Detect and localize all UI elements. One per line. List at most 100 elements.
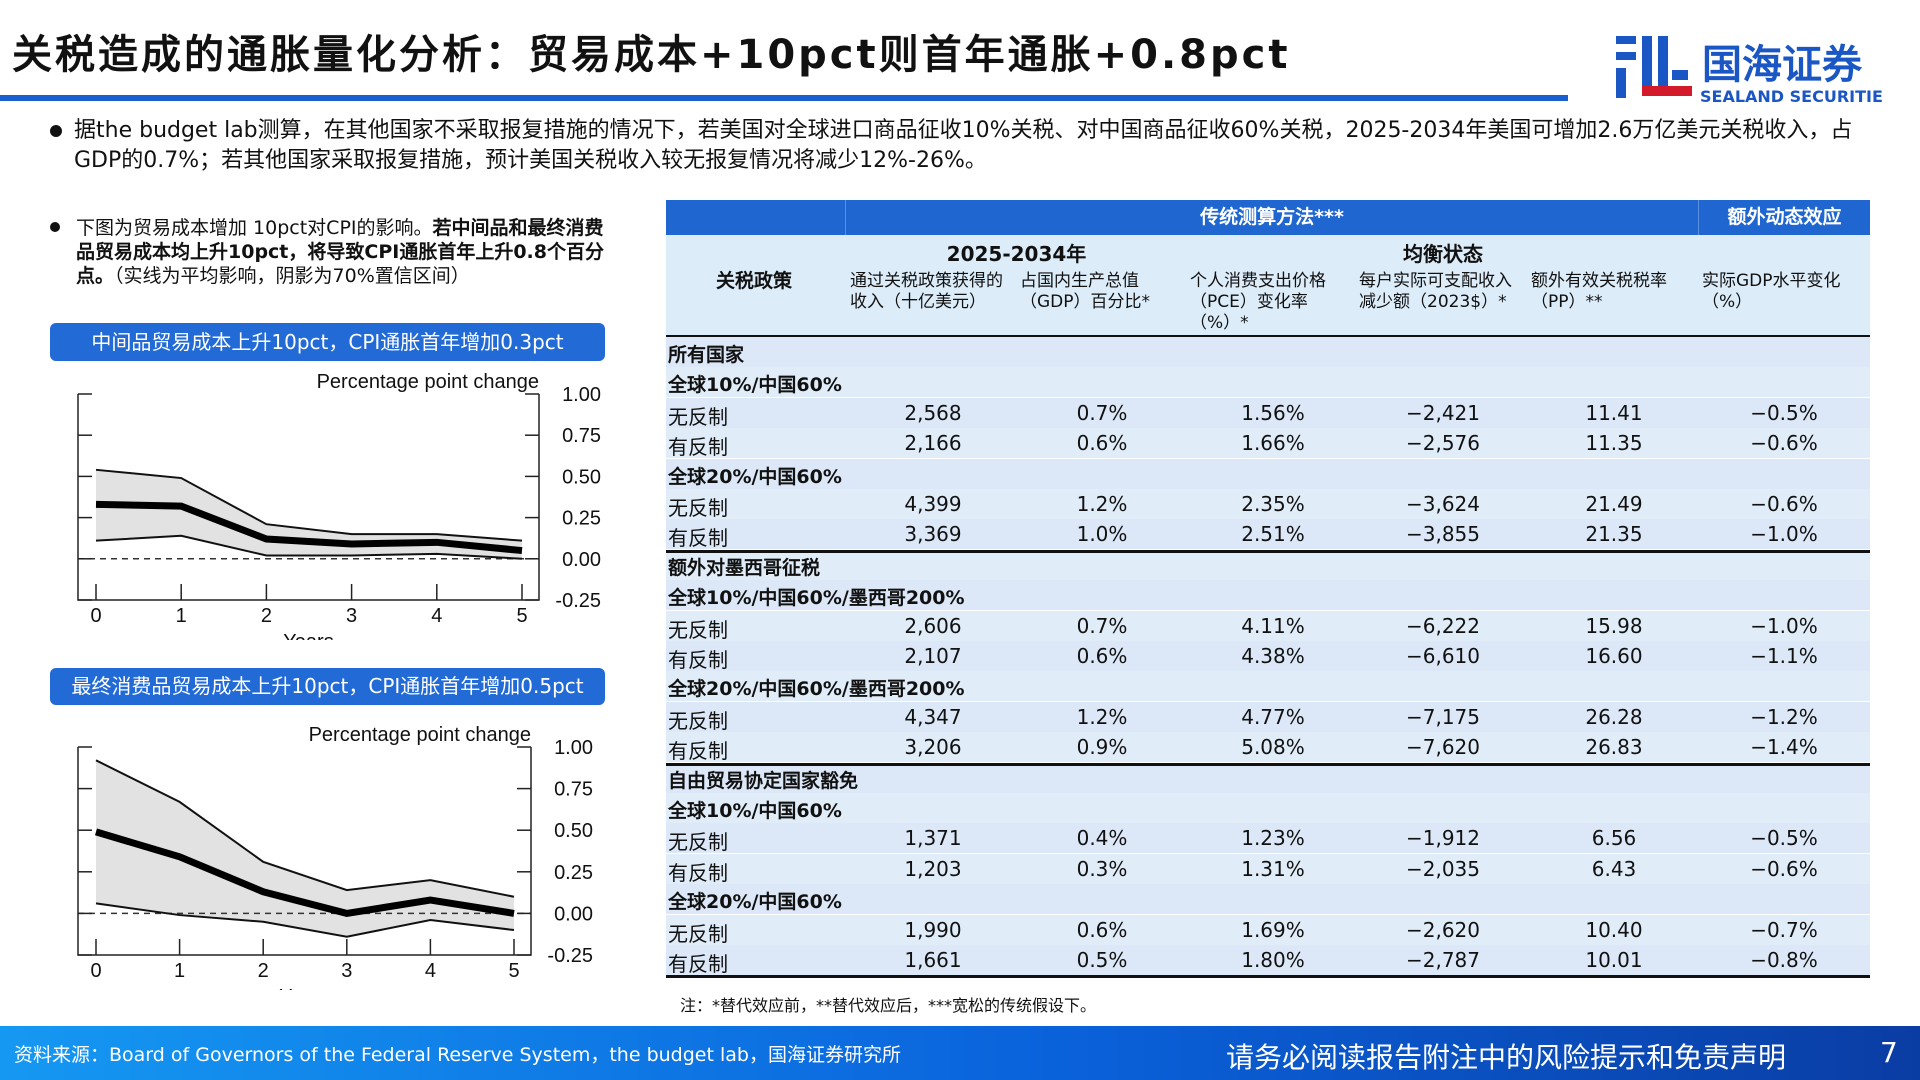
cell-value: 15.98 [1585,613,1643,638]
table-bottom-border [666,975,1870,978]
cell-value: 1,203 [904,856,962,881]
row-label: 有反制 [668,648,728,672]
x-tick-label: 4 [425,960,436,982]
cell-value: −6,222 [1405,613,1480,638]
cell-value: 6.43 [1591,856,1637,881]
company-logo: 国海证券 SEALAND SECURITIES [1612,30,1894,110]
table-group-row: 全球20%/中国60% [666,884,1870,915]
y-tick-label: -0.25 [555,590,601,612]
cell-value: −2,421 [1405,400,1480,425]
cell-value: 1.69% [1241,917,1305,942]
header-dynamic-effect: 额外动态效应 [1698,200,1870,235]
chart-final-consumer-goods: 1.00 0.75 0.50 0.25 0.00 -0.25 0 1 2 3 4 5 Percentag… [77,724,593,990]
cell-value: 6.56 [1591,826,1637,851]
cell-value: 2.51% [1241,522,1305,547]
cell-value: 1,990 [904,917,962,942]
logo-text-en: SEALAND SECURITIES [1700,87,1882,106]
lower-bound-line [95,534,523,560]
table-row: 无反制 1,371 0.4% 1.23% −1,912 6.56 −0.5% [666,823,1870,854]
cell-value: −7,175 [1405,704,1480,729]
table-group-row: 全球20%/中国60%/墨西哥200% [666,671,1870,702]
cell-value: 1.56% [1241,400,1305,425]
cell-value: 1.2% [1076,704,1128,729]
row-label: 额外对墨西哥征税 [668,556,821,579]
cell-value: 5.08% [1241,735,1305,760]
row-label: 有反制 [668,952,728,976]
row-label: 全球10%/中国60% [668,374,842,397]
x-tick-label: 3 [346,605,357,627]
cell-value: 1.0% [1076,522,1128,547]
x-tick-label: 5 [516,605,527,627]
section-divider [666,763,1870,766]
cell-value: 0.3% [1076,856,1128,881]
x-tick-label: 4 [431,605,442,627]
row-label: 全球10%/中国60%/墨西哥200% [668,587,965,610]
y-tick-label: 1.00 [554,737,593,759]
row-label: 无反制 [668,496,728,520]
table-row: 无反制 1,990 0.6% 1.69% −2,620 10.40 −0.7% [666,914,1870,946]
cell-value: 1.80% [1241,948,1305,972]
y-tick-label: 0.75 [554,779,593,801]
cell-value: 1.66% [1241,431,1305,456]
cell-value: 4.77% [1241,704,1305,729]
x-tick-label: 0 [90,960,101,982]
header-divider [666,335,1870,337]
lower-bound-line [95,902,515,938]
table-note: 注：*替代效应前，**替代效应后，***宽松的传统假设下。 [680,996,1097,1015]
cell-value: 0.4% [1076,826,1128,851]
x-tick-label: 3 [341,960,352,982]
cell-value: 10.40 [1585,917,1643,942]
x-axis-label: Years [283,631,333,640]
cell-value: 11.41 [1585,400,1643,425]
column-header: 占国内生产总值 （GDP）百分比* [1020,271,1151,312]
row-label: 有反制 [668,739,728,764]
summary-text: 据the budget lab测算，在其他国家不采取报复措施的情况下，若美国对全… [74,118,1853,173]
cell-value: −1.4% [1750,735,1818,760]
cell-value: −1.0% [1750,613,1818,638]
cell-value: 4,347 [904,704,962,729]
page-number: 7 [1880,1036,1898,1069]
cell-value: 1,371 [904,826,962,851]
cell-value: −2,576 [1405,431,1480,456]
cell-value: 21.35 [1585,522,1643,547]
title-divider [0,95,1568,101]
subheader-equilibrium: 均衡状态 [1403,242,1483,266]
column-header: 个人消费支出价格 （PCE）变化率 （%）* [1190,271,1326,333]
cell-value: 1.31% [1241,856,1305,881]
cell-value: 4.38% [1241,644,1305,668]
table-group-row: 所有国家 [666,337,1870,367]
page-title: 关税造成的通胀量化分析：贸易成本+10pct则首年通胀+0.8pct [12,32,1291,78]
row-label: 无反制 [668,404,728,429]
cell-value: 2,166 [904,431,962,456]
column-header: 每户实际可支配收入 减少额（2023$）* [1359,271,1512,312]
table-row: 有反制 1,203 0.3% 1.31% −2,035 6.43 −0.6% [666,853,1870,885]
cell-value: −6,610 [1405,644,1480,668]
table-row: 有反制 2,166 0.6% 1.66% −2,576 11.35 −0.6% [666,428,1870,459]
row-label: 无反制 [668,617,728,642]
table-row: 无反制 4,347 1.2% 4.77% −7,175 26.28 −1.2% [666,701,1870,733]
cell-value: 2,606 [904,613,962,638]
y-tick-label: -0.25 [547,945,593,967]
bullet-icon [50,222,60,232]
cell-value: −1.0% [1750,522,1818,547]
tariff-impact-table: 传统测算方法*** 额外动态效应 2025-2034年 均衡状态 关税政策 通过关税政策获… [666,200,1870,978]
table-row: 有反制 1,661 0.5% 1.80% −2,787 10.01 −0.8% [666,945,1870,976]
cell-value: −0.7% [1750,917,1818,942]
table-row: 有反制 2,107 0.6% 4.38% −6,610 16.60 −1.1% [666,641,1870,672]
chart-description: 下图为贸易成本增加 10pct对CPI的影响。若中间品和最终消费品贸易成本均上升… [50,216,610,288]
row-label: 全球10%/中国60% [668,800,842,822]
cell-value: 1,661 [904,948,962,972]
cell-value: −2,035 [1405,856,1480,881]
x-tick-label: 2 [261,605,272,627]
description-note: （实线为平均影响，阴影为70%置信区间） [114,265,470,287]
table-group-row: 自由贸易协定国家豁免 [666,762,1870,793]
column-header: 额外有效关税税率 （PP）** [1531,271,1667,312]
table-group-row: 全球10%/中国60% [666,367,1870,398]
cell-value: 26.83 [1585,735,1643,760]
column-header: 实际GDP水平变化 （%） [1702,271,1841,312]
cell-value: 0.9% [1076,735,1128,760]
table-row: 无反制 4,399 1.2% 2.35% −3,624 21.49 −0.6% [666,489,1870,520]
table-group-row: 全球10%/中国60%/墨西哥200% [666,580,1870,611]
chart-intermediate-goods: 1.00 0.75 0.50 0.25 0.00 -0.25 0 1 2 3 4 5 Percentag… [77,371,601,640]
subheader-period: 2025-2034年 [946,242,1087,266]
